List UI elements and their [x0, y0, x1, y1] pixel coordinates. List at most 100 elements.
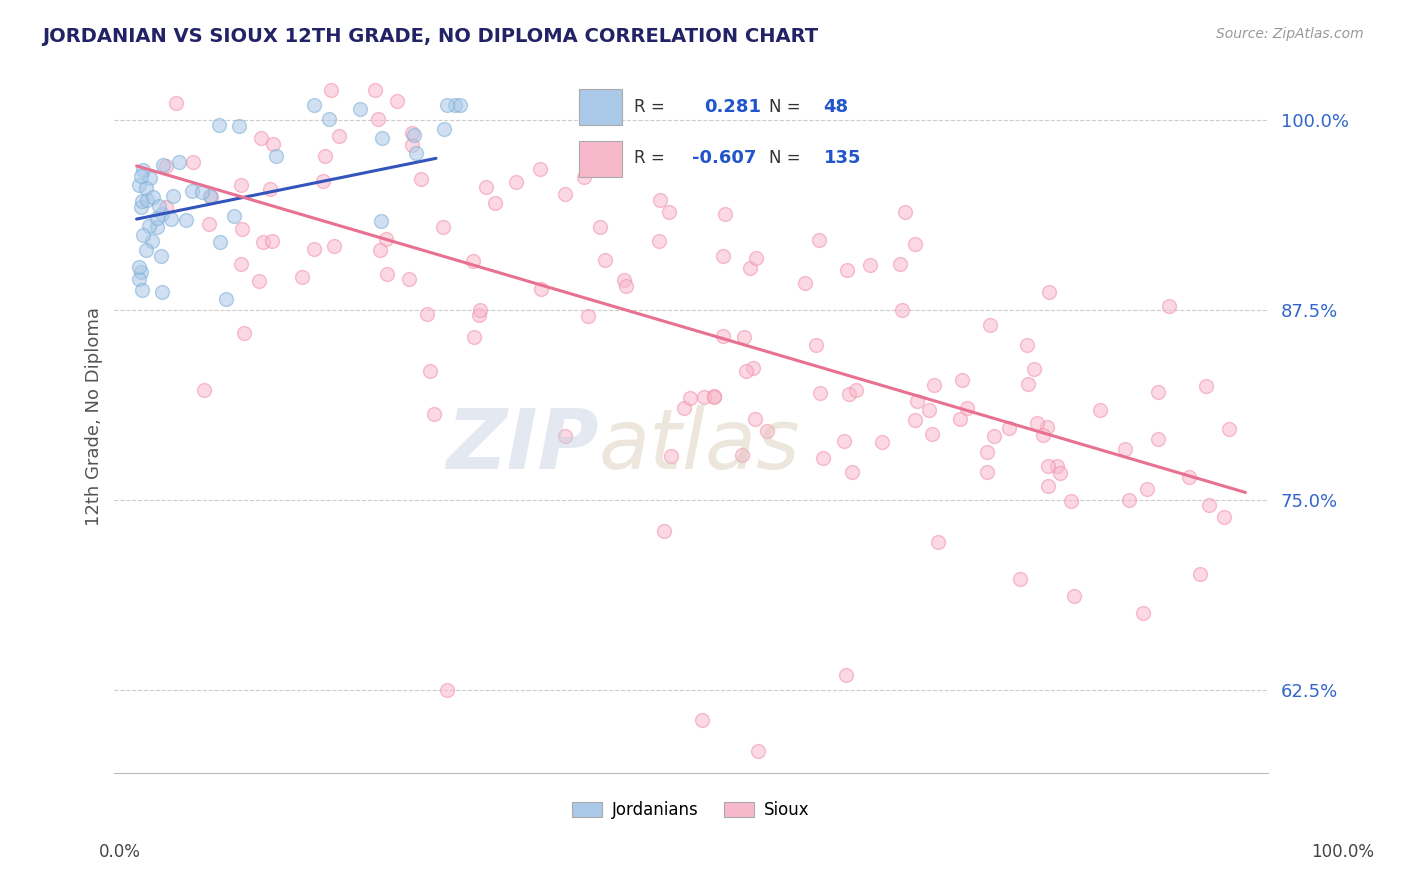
Point — [976, 444, 998, 458]
Point — [328, 128, 350, 143]
Point — [266, 149, 288, 163]
Point — [1032, 428, 1054, 442]
Point — [1063, 589, 1085, 603]
Point — [131, 194, 153, 208]
Point — [731, 448, 754, 462]
Text: atlas: atlas — [599, 405, 800, 485]
Point — [1088, 402, 1111, 417]
Point — [505, 175, 527, 189]
Point — [693, 390, 716, 404]
Point — [1147, 385, 1170, 400]
Point — [367, 112, 389, 126]
Point — [1008, 572, 1031, 586]
Point — [259, 182, 281, 196]
Point — [1017, 377, 1039, 392]
Point — [436, 98, 458, 112]
Point — [529, 282, 551, 296]
Point — [1195, 378, 1218, 392]
Point — [401, 138, 423, 153]
Point — [711, 328, 734, 343]
Point — [200, 189, 222, 203]
Point — [314, 149, 336, 163]
Point — [554, 187, 576, 202]
Point — [167, 154, 190, 169]
Point — [613, 273, 636, 287]
Point — [572, 170, 595, 185]
Point — [661, 449, 683, 463]
Text: 100.0%: 100.0% — [1312, 843, 1374, 861]
Text: JORDANIAN VS SIOUX 12TH GRADE, NO DIPLOMA CORRELATION CHART: JORDANIAN VS SIOUX 12TH GRADE, NO DIPLOM… — [42, 27, 818, 45]
Point — [905, 394, 928, 409]
Point — [402, 128, 425, 143]
Point — [672, 401, 695, 416]
Point — [138, 170, 160, 185]
Text: ZIP: ZIP — [446, 405, 599, 485]
Point — [463, 330, 485, 344]
Point — [128, 178, 150, 192]
Point — [135, 243, 157, 257]
Point — [302, 243, 325, 257]
Point — [593, 252, 616, 267]
Point — [1157, 299, 1180, 313]
Point — [1038, 285, 1060, 300]
Y-axis label: 12th Grade, No Diploma: 12th Grade, No Diploma — [86, 307, 103, 526]
Point — [983, 428, 1005, 442]
Point — [349, 102, 371, 116]
Point — [1189, 566, 1212, 581]
Point — [870, 435, 893, 450]
Point — [756, 424, 779, 438]
Point — [165, 96, 187, 111]
Point — [744, 412, 766, 426]
Point — [215, 292, 238, 306]
Point — [648, 234, 671, 248]
Point — [976, 465, 998, 479]
Point — [252, 235, 274, 249]
Point — [231, 178, 253, 192]
Point — [711, 249, 734, 263]
Point — [150, 249, 173, 263]
Point — [808, 386, 831, 401]
Point — [1046, 458, 1069, 473]
Point — [1178, 469, 1201, 483]
Point — [554, 429, 576, 443]
Point — [193, 383, 215, 397]
Point — [949, 411, 972, 425]
Point — [979, 318, 1001, 333]
Point — [1132, 606, 1154, 620]
Point — [835, 667, 858, 681]
Point — [679, 391, 702, 405]
Point — [232, 326, 254, 341]
Point — [889, 257, 911, 271]
Point — [956, 401, 979, 416]
Point — [436, 682, 458, 697]
Point — [463, 254, 485, 268]
Point — [904, 413, 927, 427]
Point — [228, 119, 250, 133]
Point — [808, 233, 831, 247]
Point — [998, 421, 1021, 435]
Point — [146, 219, 169, 234]
Point — [832, 434, 855, 448]
Point — [152, 158, 174, 172]
Point — [181, 155, 204, 169]
Point — [231, 222, 253, 236]
Point — [128, 260, 150, 275]
Point — [891, 303, 914, 318]
Point — [1049, 466, 1071, 480]
Point — [690, 713, 713, 727]
Point — [208, 235, 231, 249]
Legend: Jordanians, Sioux: Jordanians, Sioux — [565, 795, 817, 826]
Point — [1213, 510, 1236, 524]
Point — [135, 181, 157, 195]
Point — [432, 219, 454, 234]
Point — [129, 169, 152, 183]
Point — [741, 361, 763, 376]
Text: Source: ZipAtlas.com: Source: ZipAtlas.com — [1216, 27, 1364, 41]
Point — [401, 126, 423, 140]
Point — [1038, 459, 1060, 474]
Point — [128, 272, 150, 286]
Point — [950, 373, 973, 387]
Point — [370, 214, 392, 228]
Point — [845, 383, 868, 397]
Point — [370, 131, 392, 145]
